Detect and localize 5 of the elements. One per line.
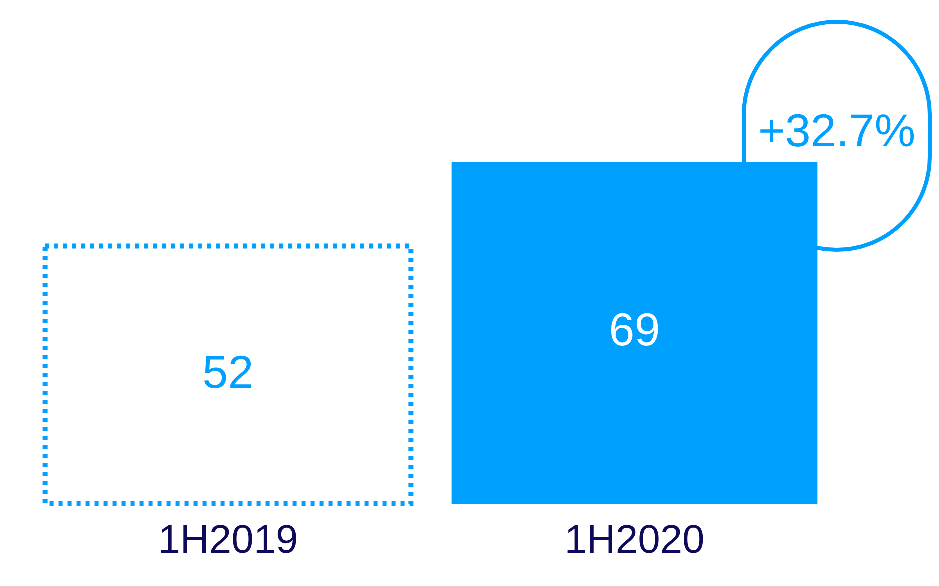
data-label: 69 xyxy=(609,304,660,356)
text: +32.7% xyxy=(758,104,916,157)
x-tick-label: 1H2019 xyxy=(158,518,298,562)
data-label: 52 xyxy=(202,346,254,398)
x-tick-label: 1H2020 xyxy=(564,518,705,562)
